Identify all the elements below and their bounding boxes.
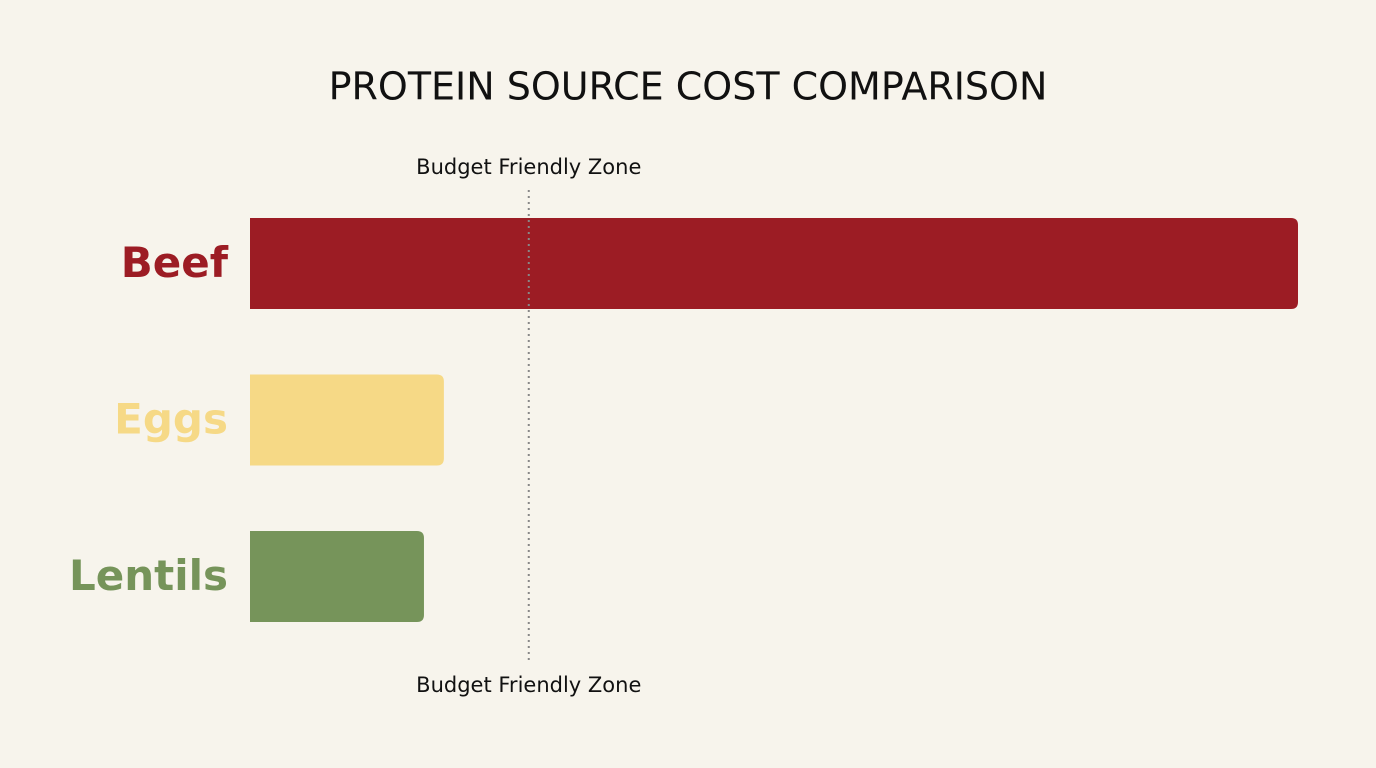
category-label: Lentils bbox=[69, 551, 228, 600]
bar bbox=[250, 218, 1298, 309]
bar bbox=[250, 531, 424, 622]
chart-title: PROTEIN SOURCE COST COMPARISON bbox=[329, 65, 1048, 109]
bar bbox=[250, 374, 444, 466]
reference-label: Budget Friendly Zone bbox=[416, 673, 641, 697]
reference-label: Budget Friendly Zone bbox=[416, 155, 641, 179]
category-label: Beef bbox=[121, 238, 229, 287]
category-label: Eggs bbox=[114, 395, 228, 444]
